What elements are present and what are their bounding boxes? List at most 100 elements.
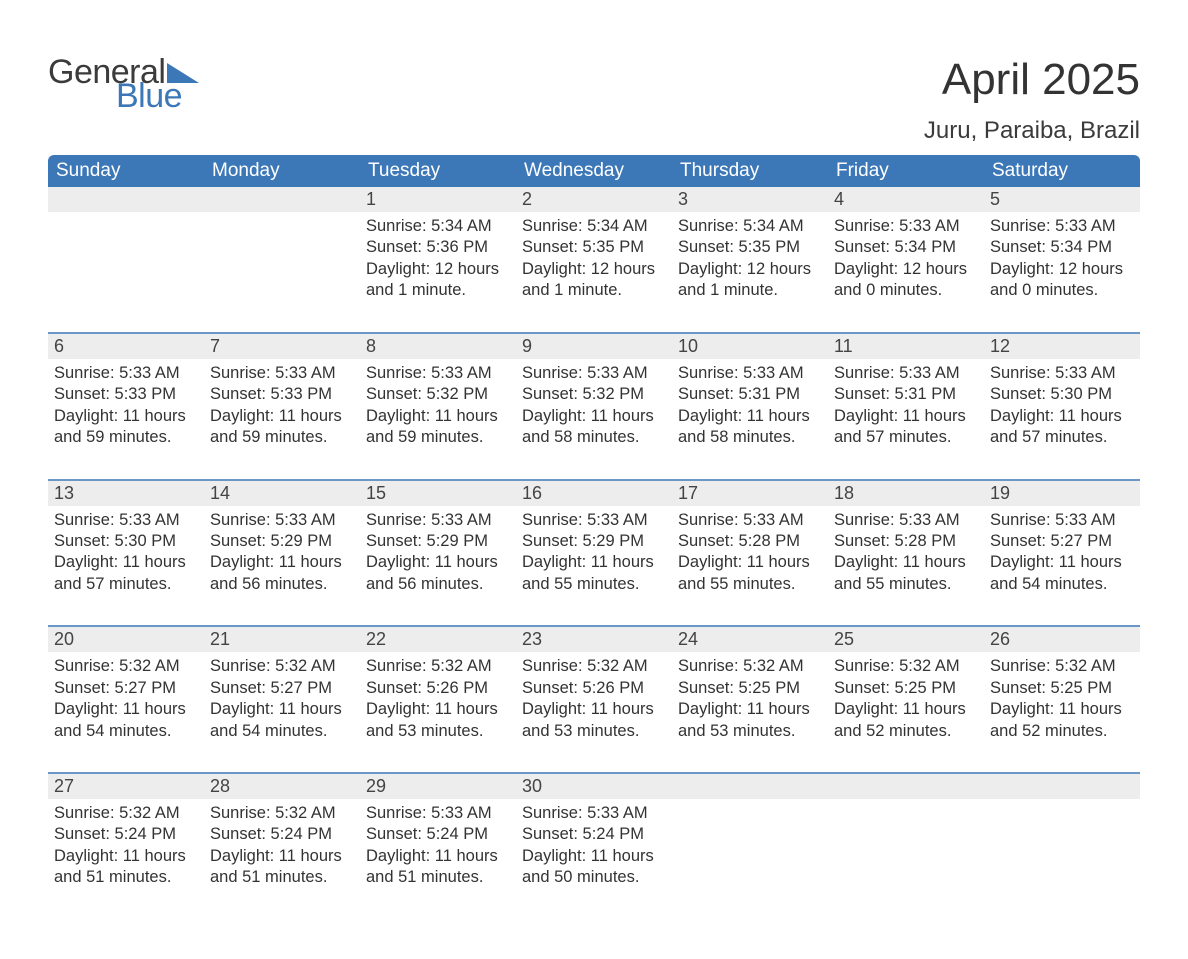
sunset-line: Sunset: 5:32 PM xyxy=(366,384,510,405)
day-content-cell: Sunrise: 5:33 AMSunset: 5:34 PMDaylight:… xyxy=(828,212,984,333)
sunset-line: Sunset: 5:28 PM xyxy=(678,531,822,552)
day-number-cell: 15 xyxy=(360,480,516,506)
sunset-line: Sunset: 5:34 PM xyxy=(990,237,1134,258)
day-content-row: Sunrise: 5:32 AMSunset: 5:24 PMDaylight:… xyxy=(48,799,1140,919)
daylight-line: Daylight: 11 hours and 58 minutes. xyxy=(522,406,666,449)
sunrise-line: Sunrise: 5:33 AM xyxy=(54,510,198,531)
day-content-cell xyxy=(672,799,828,919)
daylight-line: Daylight: 11 hours and 54 minutes. xyxy=(990,552,1134,595)
day-number-cell: 24 xyxy=(672,626,828,652)
sunset-line: Sunset: 5:27 PM xyxy=(210,678,354,699)
day-content-cell: Sunrise: 5:33 AMSunset: 5:30 PMDaylight:… xyxy=(48,506,204,627)
day-content-cell xyxy=(828,799,984,919)
sunrise-line: Sunrise: 5:33 AM xyxy=(210,363,354,384)
daylight-line: Daylight: 11 hours and 54 minutes. xyxy=(210,699,354,742)
sunset-line: Sunset: 5:31 PM xyxy=(834,384,978,405)
sunset-line: Sunset: 5:28 PM xyxy=(834,531,978,552)
day-number-cell: 17 xyxy=(672,480,828,506)
day-number-cell: 21 xyxy=(204,626,360,652)
sunset-line: Sunset: 5:30 PM xyxy=(54,531,198,552)
sunset-line: Sunset: 5:25 PM xyxy=(990,678,1134,699)
day-number-cell: 19 xyxy=(984,480,1140,506)
sunrise-line: Sunrise: 5:32 AM xyxy=(210,656,354,677)
sunset-line: Sunset: 5:24 PM xyxy=(54,824,198,845)
sunset-line: Sunset: 5:27 PM xyxy=(54,678,198,699)
day-content-cell: Sunrise: 5:33 AMSunset: 5:33 PMDaylight:… xyxy=(48,359,204,480)
day-content-cell: Sunrise: 5:33 AMSunset: 5:33 PMDaylight:… xyxy=(204,359,360,480)
day-content-cell xyxy=(984,799,1140,919)
sunrise-line: Sunrise: 5:33 AM xyxy=(54,363,198,384)
day-content-cell: Sunrise: 5:32 AMSunset: 5:26 PMDaylight:… xyxy=(360,652,516,773)
day-content-cell: Sunrise: 5:33 AMSunset: 5:29 PMDaylight:… xyxy=(360,506,516,627)
sunrise-line: Sunrise: 5:32 AM xyxy=(834,656,978,677)
day-content-cell: Sunrise: 5:33 AMSunset: 5:24 PMDaylight:… xyxy=(360,799,516,919)
sunset-line: Sunset: 5:33 PM xyxy=(210,384,354,405)
calendar-table: Sunday Monday Tuesday Wednesday Thursday… xyxy=(48,155,1140,919)
sunset-line: Sunset: 5:36 PM xyxy=(366,237,510,258)
day-content-cell: Sunrise: 5:33 AMSunset: 5:24 PMDaylight:… xyxy=(516,799,672,919)
day-number-cell: 23 xyxy=(516,626,672,652)
sunset-line: Sunset: 5:27 PM xyxy=(990,531,1134,552)
daylight-line: Daylight: 11 hours and 52 minutes. xyxy=(990,699,1134,742)
day-number-cell: 2 xyxy=(516,187,672,212)
logo: General Blue xyxy=(48,55,199,113)
sunrise-line: Sunrise: 5:34 AM xyxy=(678,216,822,237)
sunrise-line: Sunrise: 5:33 AM xyxy=(366,510,510,531)
sunrise-line: Sunrise: 5:33 AM xyxy=(834,216,978,237)
sunrise-line: Sunrise: 5:33 AM xyxy=(366,803,510,824)
sunset-line: Sunset: 5:24 PM xyxy=(366,824,510,845)
day-content-cell: Sunrise: 5:33 AMSunset: 5:27 PMDaylight:… xyxy=(984,506,1140,627)
sunrise-line: Sunrise: 5:33 AM xyxy=(522,363,666,384)
daylight-line: Daylight: 11 hours and 51 minutes. xyxy=(366,846,510,889)
sunrise-line: Sunrise: 5:33 AM xyxy=(678,363,822,384)
day-content-cell: Sunrise: 5:32 AMSunset: 5:24 PMDaylight:… xyxy=(48,799,204,919)
day-number-cell: 22 xyxy=(360,626,516,652)
sunset-line: Sunset: 5:26 PM xyxy=(366,678,510,699)
sunrise-line: Sunrise: 5:32 AM xyxy=(54,656,198,677)
sunset-line: Sunset: 5:30 PM xyxy=(990,384,1134,405)
sunrise-line: Sunrise: 5:33 AM xyxy=(678,510,822,531)
day-content-cell: Sunrise: 5:34 AMSunset: 5:35 PMDaylight:… xyxy=(672,212,828,333)
day-number-cell: 16 xyxy=(516,480,672,506)
daylight-line: Daylight: 11 hours and 59 minutes. xyxy=(210,406,354,449)
daylight-line: Daylight: 11 hours and 53 minutes. xyxy=(678,699,822,742)
sunset-line: Sunset: 5:26 PM xyxy=(522,678,666,699)
day-content-cell: Sunrise: 5:32 AMSunset: 5:26 PMDaylight:… xyxy=(516,652,672,773)
sunrise-line: Sunrise: 5:32 AM xyxy=(210,803,354,824)
sunrise-line: Sunrise: 5:33 AM xyxy=(522,510,666,531)
daylight-line: Daylight: 11 hours and 57 minutes. xyxy=(54,552,198,595)
weekday-header: Thursday xyxy=(672,155,828,187)
daylight-line: Daylight: 11 hours and 53 minutes. xyxy=(366,699,510,742)
daylight-line: Daylight: 11 hours and 55 minutes. xyxy=(522,552,666,595)
sunset-line: Sunset: 5:29 PM xyxy=(366,531,510,552)
sunrise-line: Sunrise: 5:33 AM xyxy=(990,216,1134,237)
daylight-line: Daylight: 11 hours and 59 minutes. xyxy=(366,406,510,449)
day-number-cell: 4 xyxy=(828,187,984,212)
day-content-cell xyxy=(204,212,360,333)
day-number-cell xyxy=(984,773,1140,799)
sunrise-line: Sunrise: 5:33 AM xyxy=(834,363,978,384)
day-number-cell: 8 xyxy=(360,333,516,359)
day-content-cell: Sunrise: 5:33 AMSunset: 5:29 PMDaylight:… xyxy=(516,506,672,627)
day-number-cell: 6 xyxy=(48,333,204,359)
daylight-line: Daylight: 12 hours and 0 minutes. xyxy=(834,259,978,302)
daylight-line: Daylight: 11 hours and 55 minutes. xyxy=(678,552,822,595)
day-number-cell: 18 xyxy=(828,480,984,506)
day-number-row: 13141516171819 xyxy=(48,480,1140,506)
weekday-header: Tuesday xyxy=(360,155,516,187)
day-content-row: Sunrise: 5:33 AMSunset: 5:30 PMDaylight:… xyxy=(48,506,1140,627)
weekday-header: Wednesday xyxy=(516,155,672,187)
day-content-cell: Sunrise: 5:33 AMSunset: 5:30 PMDaylight:… xyxy=(984,359,1140,480)
sunrise-line: Sunrise: 5:33 AM xyxy=(210,510,354,531)
weekday-header-row: Sunday Monday Tuesday Wednesday Thursday… xyxy=(48,155,1140,187)
day-number-row: 6789101112 xyxy=(48,333,1140,359)
sunrise-line: Sunrise: 5:32 AM xyxy=(990,656,1134,677)
sunset-line: Sunset: 5:33 PM xyxy=(54,384,198,405)
day-content-cell: Sunrise: 5:32 AMSunset: 5:25 PMDaylight:… xyxy=(984,652,1140,773)
day-content-cell: Sunrise: 5:34 AMSunset: 5:36 PMDaylight:… xyxy=(360,212,516,333)
day-number-cell xyxy=(48,187,204,212)
day-content-cell: Sunrise: 5:32 AMSunset: 5:25 PMDaylight:… xyxy=(828,652,984,773)
day-content-cell: Sunrise: 5:33 AMSunset: 5:31 PMDaylight:… xyxy=(828,359,984,480)
sunset-line: Sunset: 5:24 PM xyxy=(210,824,354,845)
sunset-line: Sunset: 5:29 PM xyxy=(522,531,666,552)
